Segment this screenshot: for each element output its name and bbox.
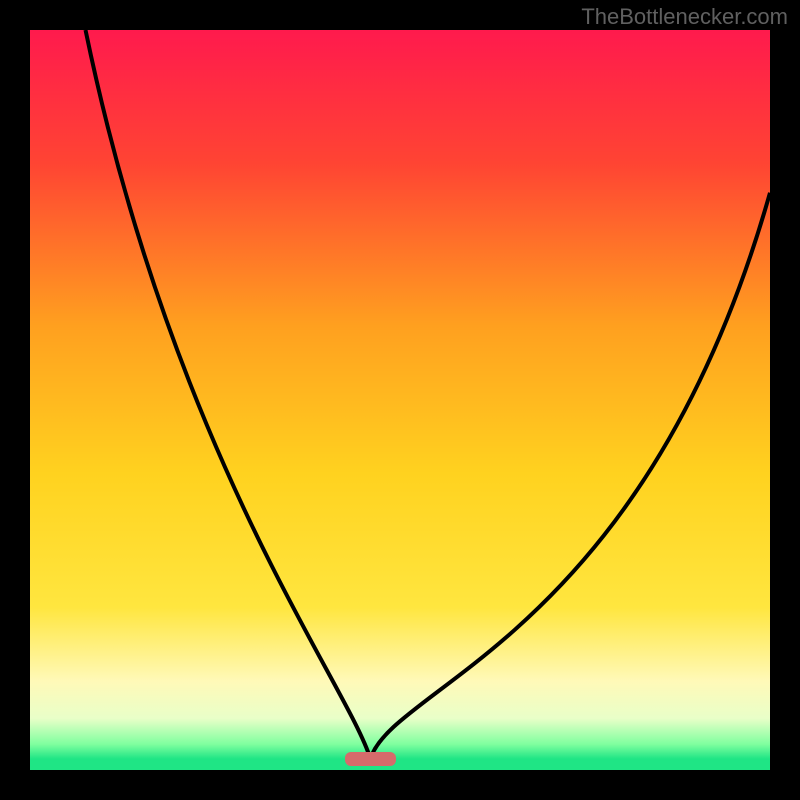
watermark-text: TheBottlenecker.com [581, 4, 788, 30]
plot-area [30, 30, 770, 770]
bottleneck-curve [30, 30, 770, 770]
optimal-marker [345, 752, 397, 765]
